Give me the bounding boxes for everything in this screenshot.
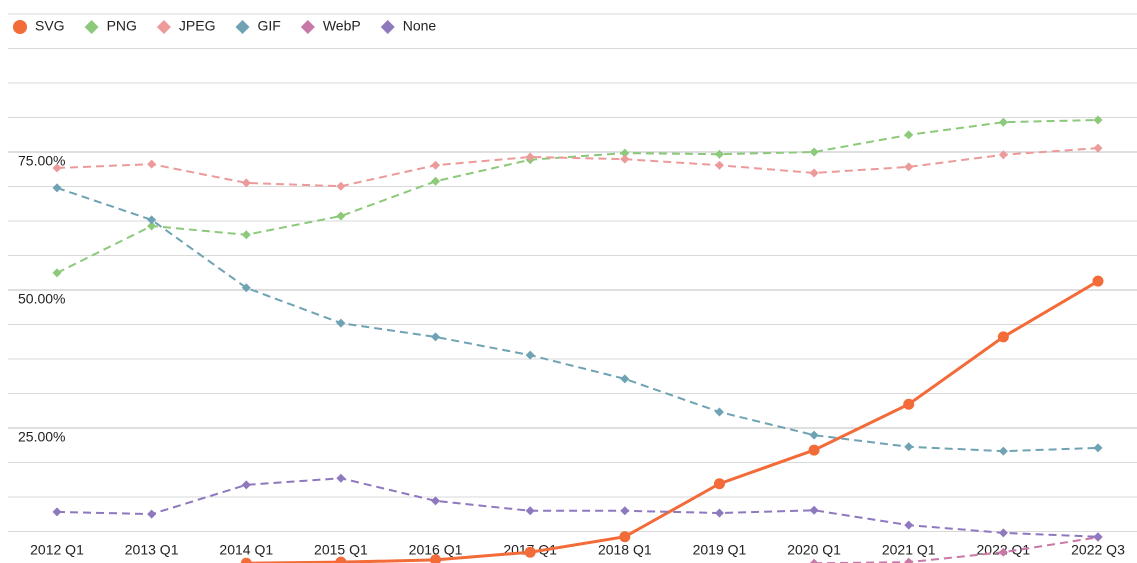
x-tick-label: 2021 Q1: [882, 542, 936, 558]
series-line: [246, 279, 1099, 563]
x-tick-label: 2022 Q3: [1071, 542, 1125, 558]
y-tick-label: 50.00%: [18, 291, 65, 307]
point: [336, 318, 346, 328]
point: [525, 152, 535, 162]
x-tick-label: 2013 Q1: [125, 542, 179, 558]
legend-label: JPEG: [179, 18, 216, 34]
point: [998, 150, 1008, 160]
point: [714, 508, 724, 518]
point: [620, 148, 630, 158]
point: [1092, 275, 1104, 287]
point: [52, 507, 62, 517]
point: [147, 159, 157, 169]
point: [240, 557, 252, 563]
point: [619, 531, 631, 543]
legend-marker: [235, 20, 250, 34]
x-tick-label: 2015 Q1: [314, 542, 368, 558]
x-tick-label: 2020 Q1: [787, 542, 841, 558]
legend-marker: [380, 20, 395, 34]
point: [809, 558, 819, 563]
series-line: [56, 186, 1099, 453]
point: [1093, 532, 1103, 542]
legend-item: PNG: [84, 18, 137, 34]
point: [52, 268, 62, 278]
point: [241, 480, 251, 490]
point: [809, 147, 819, 157]
legend-item: None: [380, 18, 437, 34]
legend-label: SVG: [35, 18, 65, 34]
legend-marker: [300, 20, 315, 34]
point: [431, 332, 441, 342]
point: [714, 160, 724, 170]
series-line: [814, 536, 1099, 563]
legend-label: None: [403, 18, 437, 34]
point: [620, 374, 630, 384]
point: [1093, 115, 1103, 125]
y-tick-label: 25.00%: [18, 429, 65, 445]
point: [147, 509, 157, 519]
x-tick-label: 2016 Q1: [409, 542, 463, 558]
point: [525, 350, 535, 360]
y-tick-label: 75.00%: [18, 153, 65, 169]
point: [998, 547, 1008, 557]
point: [1093, 143, 1103, 153]
point: [52, 163, 62, 173]
legend-label: PNG: [107, 18, 137, 34]
point: [241, 230, 251, 240]
point: [431, 176, 441, 186]
legend-label: GIF: [258, 18, 281, 34]
x-tick-label: 2018 Q1: [598, 542, 652, 558]
point: [903, 398, 915, 410]
point: [620, 506, 630, 516]
x-tick-label: 2012 Q1: [30, 542, 84, 558]
point: [335, 556, 347, 563]
point: [809, 430, 819, 440]
point: [336, 473, 346, 483]
point: [998, 528, 1008, 538]
legend-item: GIF: [235, 18, 281, 34]
point: [904, 130, 914, 140]
point: [430, 554, 442, 563]
legend-item: SVG: [13, 18, 65, 34]
point: [809, 505, 819, 515]
point: [241, 178, 251, 188]
point: [714, 149, 724, 159]
legend-label: WebP: [323, 18, 361, 34]
point: [904, 520, 914, 530]
point: [998, 117, 1008, 127]
point: [997, 331, 1009, 343]
point: [336, 211, 346, 221]
series-line: [56, 147, 1099, 188]
x-tick-label: 2014 Q1: [219, 542, 273, 558]
point: [525, 506, 535, 516]
point: [147, 221, 157, 231]
point: [524, 546, 536, 558]
series-line: [56, 118, 1099, 274]
x-tick-label: 2019 Q1: [693, 542, 747, 558]
point: [904, 557, 914, 563]
point: [904, 442, 914, 452]
series-line: [56, 477, 1099, 538]
point: [808, 444, 820, 456]
legend-marker: [84, 20, 99, 34]
point: [241, 283, 251, 293]
legend-item: JPEG: [156, 18, 216, 34]
point: [1093, 443, 1103, 453]
point: [620, 154, 630, 164]
point: [147, 215, 157, 225]
point: [52, 183, 62, 193]
point: [904, 162, 914, 172]
point: [998, 446, 1008, 456]
legend-marker: [156, 20, 171, 34]
point: [809, 168, 819, 178]
legend-item: WebP: [300, 18, 361, 34]
point: [431, 496, 441, 506]
legend-marker: [13, 20, 27, 34]
point: [714, 407, 724, 417]
point: [336, 181, 346, 191]
point: [713, 478, 725, 490]
point: [431, 160, 441, 170]
